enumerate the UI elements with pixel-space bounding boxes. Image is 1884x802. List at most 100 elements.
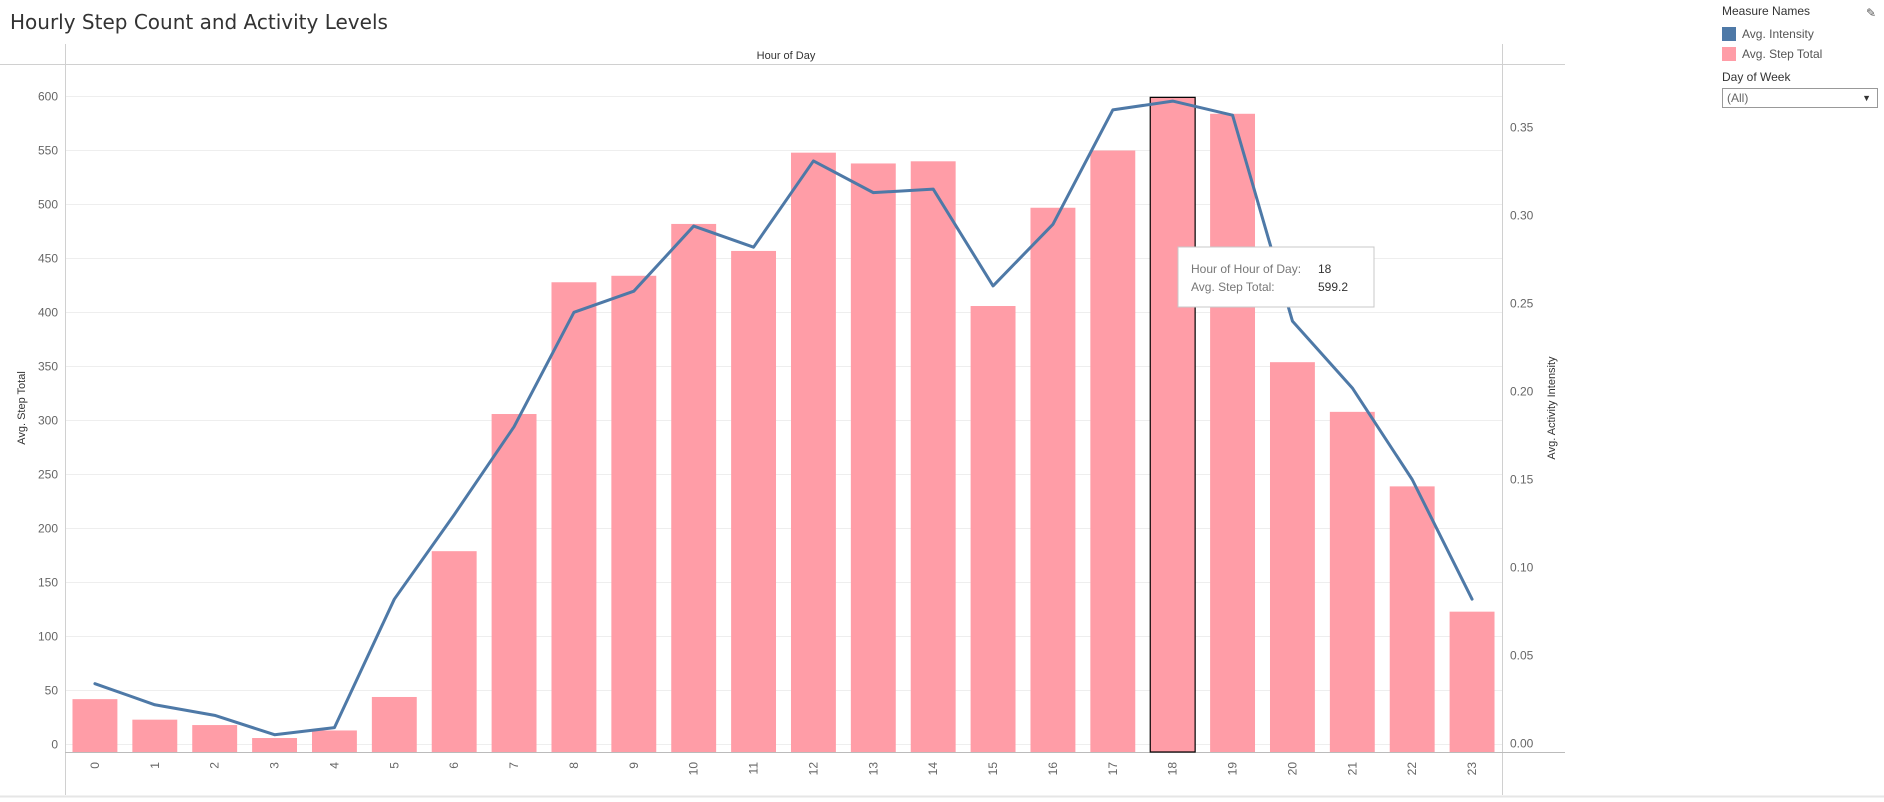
y-tick-label: 200 xyxy=(38,522,58,536)
bar-hour-15[interactable] xyxy=(970,306,1016,752)
legend-label-steps: Avg. Step Total xyxy=(1742,47,1823,61)
x-axis-title: Hour of Day xyxy=(757,50,816,62)
y2-tick-label: 0.35 xyxy=(1510,121,1534,135)
x-tick-label: 6 xyxy=(447,762,461,769)
bar-hour-3[interactable] xyxy=(252,738,298,752)
y2-tick-label: 0.05 xyxy=(1510,649,1534,663)
x-tick-label: 2 xyxy=(208,762,222,769)
x-tick-label: 14 xyxy=(926,762,940,776)
bar-hour-10[interactable] xyxy=(671,223,717,752)
chart-frame xyxy=(0,44,1884,798)
x-tick-label: 16 xyxy=(1046,762,1060,776)
legend-swatch-steps xyxy=(1722,47,1736,61)
x-tick-label: 11 xyxy=(747,762,761,775)
x-tick-label: 8 xyxy=(567,762,581,769)
bar-series[interactable] xyxy=(72,96,1495,753)
bar-hour-0[interactable] xyxy=(72,699,118,752)
bar-hour-12[interactable] xyxy=(790,152,836,752)
tooltip-label-hour: Hour of Hour of Day: xyxy=(1191,262,1301,276)
bar-hour-21[interactable] xyxy=(1329,411,1375,752)
x-tick-label: 10 xyxy=(687,762,701,776)
y-tick-label: 450 xyxy=(38,252,58,266)
y-tick-label: 100 xyxy=(38,630,58,644)
legend-swatch-intensity xyxy=(1722,27,1736,41)
y2-tick-label: 0.25 xyxy=(1510,297,1534,311)
bar-hour-20[interactable] xyxy=(1269,362,1315,752)
bar-hour-17[interactable] xyxy=(1090,150,1136,753)
y2-axis-title: Avg. Activity Intensity xyxy=(1546,356,1558,460)
x-tick-label: 19 xyxy=(1226,762,1240,776)
bar-hour-13[interactable] xyxy=(850,163,896,752)
bar-highlight xyxy=(1149,96,1196,753)
line-series[interactable] xyxy=(93,99,1474,737)
tooltip: Hour of Hour of Day: 18 Avg. Step Total:… xyxy=(1177,246,1375,308)
x-tick-label: 1 xyxy=(148,762,162,769)
y-tick-label: 350 xyxy=(38,360,58,374)
chart-title: Hourly Step Count and Activity Levels xyxy=(10,10,388,34)
bar-hour-5[interactable] xyxy=(371,696,417,752)
bar-hour-7[interactable] xyxy=(491,414,537,752)
bar-hour-22[interactable] xyxy=(1389,486,1435,752)
chevron-down-icon[interactable]: ▼ xyxy=(1862,93,1871,103)
y-tick-label: 500 xyxy=(38,198,58,212)
legend: Measure Names ✎ Avg. Intensity Avg. Step… xyxy=(1722,4,1882,64)
intensity-line[interactable] xyxy=(93,99,1474,737)
y-tick-label: 400 xyxy=(38,306,58,320)
filter-value: (All) xyxy=(1727,91,1749,105)
bar-hour-9[interactable] xyxy=(611,275,657,752)
bar-hour-16[interactable] xyxy=(1030,207,1076,753)
y-tick-label: 150 xyxy=(38,576,58,590)
x-tick-label: 21 xyxy=(1345,762,1359,776)
bar-hour-2[interactable] xyxy=(192,725,238,752)
x-tick-label: 12 xyxy=(806,762,820,776)
day-of-week-filter: Day of Week (All) ▼ xyxy=(1722,70,1878,108)
x-tick-label: 9 xyxy=(627,762,641,769)
x-tick-label: 5 xyxy=(387,762,401,769)
axes: 0501001502002503003504004505005506000.00… xyxy=(38,90,1534,776)
bar-hour-19[interactable] xyxy=(1210,113,1256,752)
y2-tick-label: 0.20 xyxy=(1510,385,1534,399)
x-tick-label: 7 xyxy=(507,762,521,769)
y-tick-label: 50 xyxy=(45,684,59,698)
legend-item-intensity[interactable]: Avg. Intensity xyxy=(1722,24,1882,44)
day-of-week-select[interactable]: (All) ▼ xyxy=(1722,88,1878,108)
bar-hour-6[interactable] xyxy=(431,551,477,752)
bar-hour-18[interactable] xyxy=(1150,97,1196,752)
x-tick-label: 13 xyxy=(866,762,880,776)
legend-label-intensity: Avg. Intensity xyxy=(1742,27,1814,41)
bar-hour-11[interactable] xyxy=(731,250,777,752)
x-tick-label: 15 xyxy=(986,762,1000,776)
bar-hour-1[interactable] xyxy=(132,719,178,752)
bar-hour-8[interactable] xyxy=(551,282,597,752)
x-tick-label: 18 xyxy=(1166,762,1180,776)
y-axis-title: Avg. Step Total xyxy=(16,371,28,445)
legend-item-steps[interactable]: Avg. Step Total xyxy=(1722,44,1882,64)
filter-title: Day of Week xyxy=(1722,70,1791,84)
bar-hour-23[interactable] xyxy=(1449,611,1495,752)
x-tick-label: 20 xyxy=(1285,762,1299,776)
x-tick-label: 3 xyxy=(268,762,282,769)
tooltip-label-steps: Avg. Step Total: xyxy=(1191,280,1275,294)
tooltip-value-hour: 18 xyxy=(1318,262,1332,276)
legend-title: Measure Names xyxy=(1722,4,1811,18)
y-tick-label: 550 xyxy=(38,144,58,158)
x-tick-label: 17 xyxy=(1106,762,1120,776)
x-tick-label: 4 xyxy=(327,762,341,769)
y2-tick-label: 0.00 xyxy=(1510,737,1534,751)
y-tick-label: 0 xyxy=(51,738,58,752)
y2-tick-label: 0.30 xyxy=(1510,209,1534,223)
bar-hour-14[interactable] xyxy=(910,161,956,753)
y2-tick-label: 0.15 xyxy=(1510,473,1534,487)
bar-hour-4[interactable] xyxy=(311,730,357,752)
tooltip-value-steps: 599.2 xyxy=(1318,280,1348,294)
y2-tick-label: 0.10 xyxy=(1510,561,1534,575)
tooltip-box xyxy=(1177,246,1375,308)
x-tick-label: 23 xyxy=(1465,762,1479,776)
y-tick-label: 600 xyxy=(38,90,58,104)
y-tick-label: 300 xyxy=(38,414,58,428)
y-tick-label: 250 xyxy=(38,468,58,482)
x-tick-label: 22 xyxy=(1405,762,1419,776)
x-tick-label: 0 xyxy=(88,762,102,769)
pencil-icon[interactable]: ✎ xyxy=(1865,6,1876,20)
